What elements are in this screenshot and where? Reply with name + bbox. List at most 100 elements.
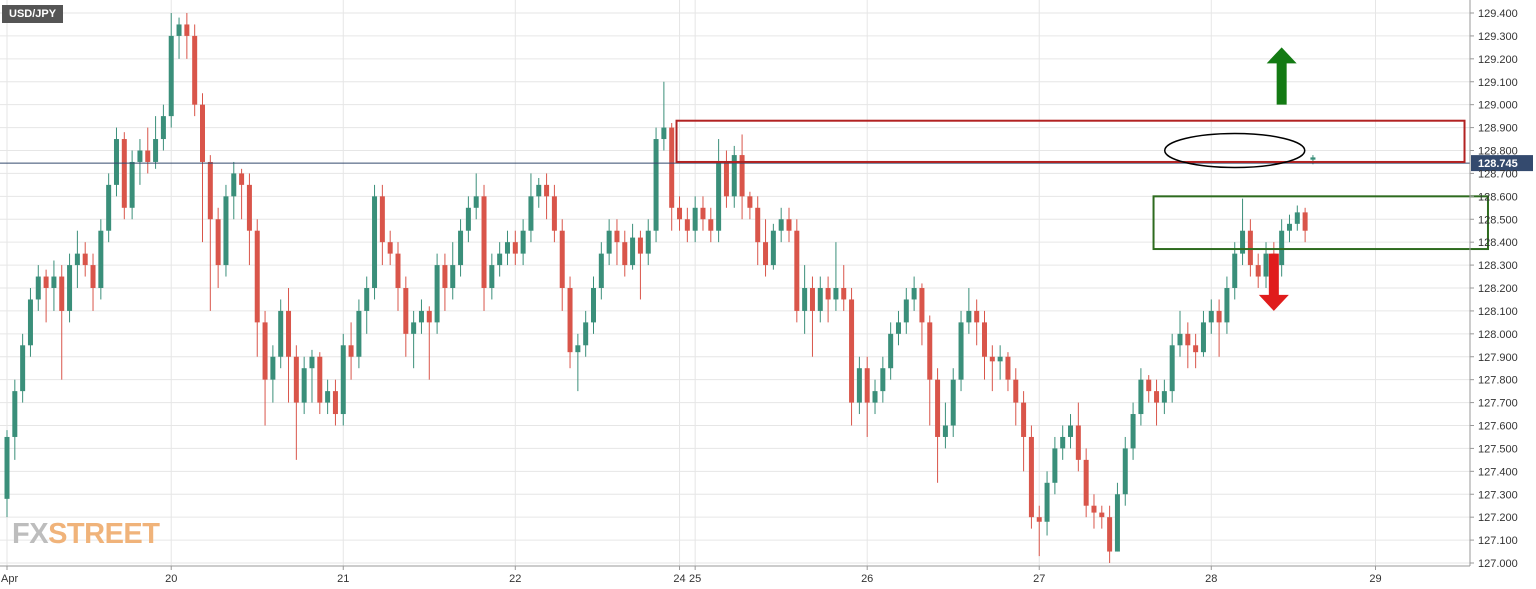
candle-up <box>168 35 174 117</box>
candle-up <box>591 288 596 323</box>
candle-up <box>35 276 41 300</box>
candle-up <box>958 322 964 380</box>
candle-up <box>1161 391 1167 403</box>
candle-up <box>536 184 542 197</box>
resistance-zone <box>675 119 1466 163</box>
y-tick-label: 127.800 <box>1478 375 1518 387</box>
candle-down <box>1247 230 1253 266</box>
candle-down <box>1255 265 1261 277</box>
candle-up <box>880 368 886 392</box>
candle-down <box>332 391 338 415</box>
candle-down <box>1028 436 1034 518</box>
candle-up <box>630 237 636 266</box>
candle-up <box>137 150 143 162</box>
candle-down <box>1099 512 1105 518</box>
current-price-line: 128.745 <box>0 155 1533 172</box>
y-tick-label: 127.300 <box>1478 489 1518 501</box>
candles-layer <box>4 13 1316 563</box>
y-tick-label: 128.200 <box>1478 283 1518 295</box>
candle-down <box>989 356 995 362</box>
candle-down <box>677 207 683 220</box>
candle-up <box>1138 379 1144 415</box>
candle-down <box>982 322 987 357</box>
candle-down <box>794 230 800 311</box>
candle-down <box>935 379 941 437</box>
y-tick-label: 128.400 <box>1478 237 1518 249</box>
candle-down <box>559 230 565 288</box>
time-axis: Apr 20 21 22 24 25 26 27 28 29 <box>0 565 1470 585</box>
y-tick-label: 127.000 <box>1478 558 1518 570</box>
candle-down <box>684 219 690 231</box>
candle-up <box>817 288 823 311</box>
candle-down <box>622 242 628 266</box>
annotations-layer <box>675 47 1489 311</box>
candle-down <box>1193 345 1199 353</box>
candle-down <box>43 276 49 288</box>
candle-up <box>966 310 972 323</box>
candle-up <box>489 265 495 288</box>
price-axis: 127.000 127.100 127.200 127.300 127.400 127.5… <box>1469 0 1518 570</box>
x-tick-label: 25 <box>689 573 701 585</box>
candle-up <box>1286 223 1292 231</box>
candle-up <box>356 310 362 357</box>
y-tick-label: 127.400 <box>1478 466 1518 478</box>
candle-up <box>1068 425 1074 437</box>
candle-up <box>309 356 315 369</box>
candle-down <box>387 242 393 254</box>
candle-down <box>442 265 448 288</box>
candle-up <box>1177 333 1183 346</box>
candle-down <box>809 288 815 311</box>
candle-down <box>82 253 88 266</box>
candle-up <box>716 161 722 231</box>
candle-down <box>544 184 550 197</box>
candle-down <box>286 310 292 357</box>
x-tick-label: Apr <box>1 573 18 585</box>
candle-down <box>215 219 221 266</box>
candle-down <box>395 253 401 288</box>
candle-up <box>856 368 862 403</box>
candle-up <box>1240 230 1246 254</box>
candle-down <box>1216 310 1222 323</box>
y-tick-label: 128.900 <box>1478 123 1518 135</box>
candle-down <box>786 219 792 231</box>
candle-up <box>583 322 589 346</box>
candle-down <box>1083 459 1089 506</box>
candle-up <box>372 196 378 288</box>
candle-down <box>1185 333 1191 346</box>
candle-up <box>504 242 510 254</box>
watermark-fx: FX <box>12 518 49 550</box>
x-tick-label: 26 <box>861 573 873 585</box>
candle-down <box>669 127 675 208</box>
candle-down <box>763 242 769 266</box>
candle-up <box>598 253 604 288</box>
candle-up <box>340 345 346 415</box>
candle-down <box>200 104 205 162</box>
current-price-label: 128.745 <box>1478 158 1518 170</box>
candle-down <box>1107 517 1113 552</box>
y-tick-label: 128.000 <box>1478 329 1518 341</box>
candle-down <box>927 322 933 380</box>
candle-down <box>293 356 299 403</box>
y-tick-label: 129.200 <box>1478 54 1518 66</box>
candle-down <box>1075 425 1081 460</box>
candle-up <box>153 139 159 162</box>
y-tick-label: 127.500 <box>1478 443 1518 455</box>
candle-up <box>497 253 503 266</box>
candle-up <box>575 345 581 353</box>
candle-down <box>1021 402 1027 437</box>
candle-down <box>614 230 620 243</box>
candle-down <box>254 230 260 323</box>
candle-up <box>1232 253 1238 288</box>
candle-down <box>192 35 198 105</box>
candle-up <box>731 155 737 197</box>
candle-up <box>113 139 119 185</box>
x-tick-label: 27 <box>1033 573 1045 585</box>
candle-down <box>755 207 761 243</box>
candle-up <box>778 219 784 231</box>
candle-up <box>903 299 909 323</box>
candle-up <box>661 127 667 140</box>
candle-up <box>67 265 73 311</box>
candle-up <box>833 288 839 300</box>
candle-down <box>379 196 385 243</box>
y-tick-label: 127.700 <box>1478 398 1518 410</box>
